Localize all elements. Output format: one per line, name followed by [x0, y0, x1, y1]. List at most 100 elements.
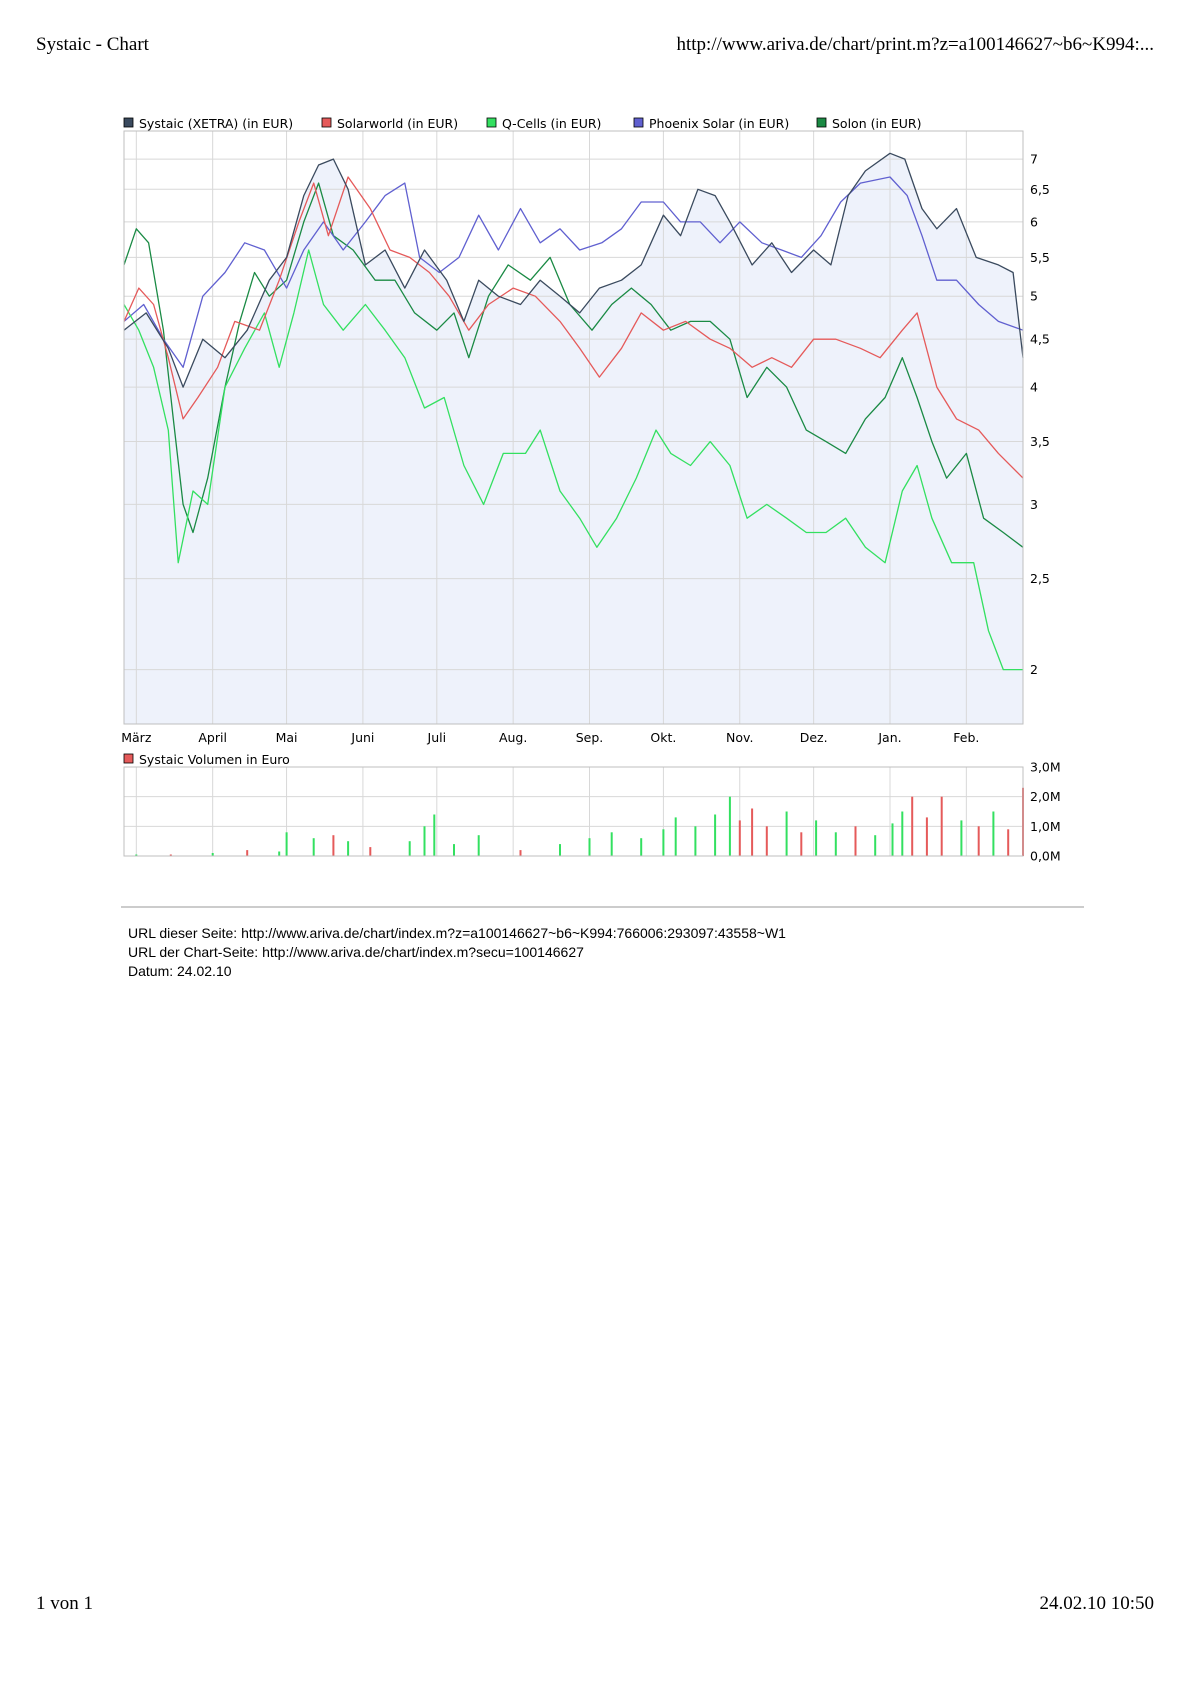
volume-bar-33: [874, 835, 877, 856]
y-tick-label-7: 3,5: [1030, 434, 1050, 449]
x-tick-label-6: Sep.: [576, 730, 604, 745]
volume-plot-border: [123, 766, 1024, 857]
series-line-2: [123, 249, 1023, 671]
series-line-3: [123, 176, 1024, 368]
volume-legend-swatch: [123, 753, 134, 764]
page-footer-pages: 1 von 1: [36, 1593, 93, 1614]
x-tick-label-4: Juli: [427, 730, 447, 745]
volume-bar-26: [751, 808, 754, 856]
legend-label-0: Systaic (XETRA) (in EUR): [139, 116, 293, 131]
volume-bar-6: [312, 838, 315, 856]
x-tick-label-7: Okt.: [650, 730, 676, 745]
x-tick-label-8: Nov.: [726, 730, 753, 745]
volume-bar-18: [610, 832, 613, 856]
volume-bar-40: [977, 826, 980, 856]
y-tick-label-9: 2,5: [1030, 571, 1050, 586]
volume-y-tick-label-0: 3,0M: [1030, 760, 1061, 775]
volume-bar-0: [135, 854, 138, 856]
volume-bar-11: [423, 826, 426, 856]
volume-bar-3: [246, 850, 249, 856]
y-tick-label-4: 5: [1030, 289, 1038, 304]
page-header-title: Systaic - Chart: [36, 34, 149, 55]
volume-bar-37: [925, 817, 928, 856]
legend-label-2: Q-Cells (in EUR): [502, 116, 601, 131]
volume-bar-5: [285, 832, 288, 856]
page-header-url: http://www.ariva.de/chart/print.m?z=a100…: [676, 34, 1155, 55]
volume-bar-12: [433, 814, 436, 856]
x-tick-label-0: März: [121, 730, 152, 745]
volume-bar-35: [901, 811, 904, 856]
volume-bar-21: [674, 817, 677, 856]
volume-bar-2: [211, 853, 214, 856]
volume-bar-7: [332, 835, 335, 856]
volume-y-tick-label-1: 2,0M: [1030, 789, 1061, 804]
y-tick-label-10: 2: [1030, 662, 1038, 677]
volume-bar-34: [891, 823, 894, 856]
volume-bar-10: [408, 841, 411, 856]
x-tick-label-2: Mai: [276, 730, 298, 745]
volume-bar-19: [640, 838, 643, 856]
volume-chart-plot: 3,0M 2,0M 1,0M 0,0M: [123, 760, 1061, 864]
x-tick-label-5: Aug.: [499, 730, 527, 745]
series-line-0: [123, 152, 1024, 388]
legend-swatch-4: [816, 117, 827, 128]
y-tick-label-2: 6: [1030, 214, 1038, 229]
y-tick-label-8: 3: [1030, 497, 1038, 512]
volume-bar-30: [815, 820, 818, 856]
volume-bar-14: [477, 835, 480, 856]
x-tick-label-1: April: [198, 730, 227, 745]
legend-swatch-3: [633, 117, 644, 128]
legend-label-4: Solon (in EUR): [832, 116, 921, 131]
volume-plot-area: [123, 766, 1024, 857]
volume-bar-31: [834, 832, 837, 856]
legend-main: Systaic (XETRA) (in EUR) Solarworld (in E…: [123, 116, 921, 131]
volume-bar-1: [169, 854, 172, 856]
volume-bar-20: [662, 829, 665, 856]
legend-swatch-1: [321, 117, 332, 128]
plot-border: [123, 130, 1024, 725]
y-tick-label-1: 6,5: [1030, 182, 1050, 197]
volume-bar-24: [728, 796, 731, 856]
y-tick-label-6: 4: [1030, 380, 1038, 395]
volume-bar-8: [347, 841, 350, 856]
volume-y-tick-label-3: 0,0M: [1030, 849, 1061, 864]
volume-bar-15: [519, 850, 522, 856]
volume-bar-27: [765, 826, 768, 856]
volume-bar-36: [911, 796, 914, 856]
legend-volume: Systaic Volumen in Euro: [123, 752, 290, 767]
legend-swatch-2: [486, 117, 497, 128]
volume-bar-23: [714, 814, 717, 856]
info-block: URL dieser Seite: http://www.ariva.de/ch…: [128, 924, 786, 981]
volume-legend-label: Systaic Volumen in Euro: [139, 752, 290, 767]
volume-bar-29: [800, 832, 803, 856]
y-tick-label-3: 5,5: [1030, 250, 1050, 265]
x-tick-label-9: Dez.: [800, 730, 828, 745]
volume-bar-42: [1007, 829, 1010, 856]
legend-swatch-0: [123, 117, 134, 128]
volume-bar-28: [785, 811, 788, 856]
page-footer-timestamp: 24.02.10 10:50: [1039, 1593, 1154, 1614]
volume-bar-32: [854, 826, 857, 856]
x-tick-label-3: Juni: [350, 730, 374, 745]
volume-bar-25: [738, 820, 741, 856]
y-tick-label-0: 7: [1030, 152, 1038, 167]
y-tick-label-5: 4,5: [1030, 332, 1050, 347]
volume-y-tick-label-2: 1,0M: [1030, 819, 1061, 834]
info-chart-url: URL der Chart-Seite: http://www.ariva.de…: [128, 944, 584, 960]
legend-label-3: Phoenix Solar (in EUR): [649, 116, 789, 131]
volume-bar-17: [588, 838, 591, 856]
info-page-url: URL dieser Seite: http://www.ariva.de/ch…: [128, 925, 786, 941]
volume-bar-39: [960, 820, 963, 856]
info-date: Datum: 24.02.10: [128, 963, 232, 979]
volume-bar-13: [453, 844, 455, 856]
legend-label-1: Solarworld (in EUR): [337, 116, 458, 131]
volume-bar-38: [940, 796, 943, 856]
volume-bar-41: [992, 811, 995, 856]
x-tick-label-11: Feb.: [953, 730, 979, 745]
price-chart-plot: März April Mai Juni Juli Aug. Sep. Okt. Nov. Dez.…: [121, 130, 1050, 745]
x-tick-label-10: Jan.: [877, 730, 901, 745]
series-line-4: [123, 182, 1024, 548]
volume-bar-4: [278, 851, 281, 856]
series-line-1: [123, 176, 1024, 479]
